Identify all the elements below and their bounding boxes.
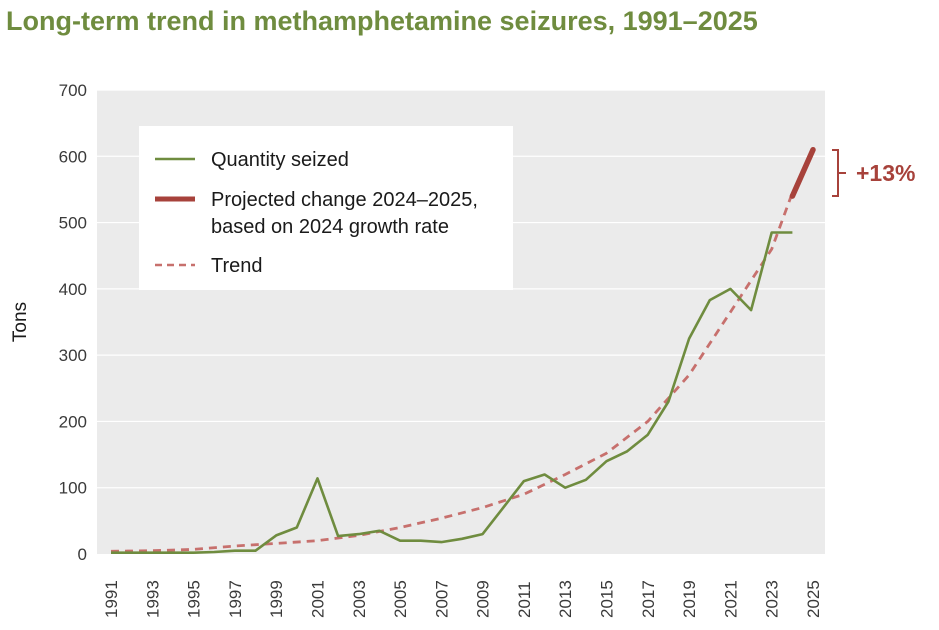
change-annotation: +13% [832, 149, 915, 197]
x-axis-ticks: 1991 1993 1995 1997 1999 2001 2003 2005 2007 2009… [102, 580, 823, 618]
legend-label-projected-2: based on 2024 growth rate [211, 216, 449, 238]
x-tick-label: 2021 [721, 580, 740, 618]
legend-label-quantity: Quantity seized [211, 149, 349, 171]
x-tick-label: 2003 [350, 580, 369, 618]
y-tick-label: 100 [59, 479, 87, 498]
series-group [110, 146, 816, 555]
y-tick-label: 600 [59, 147, 87, 166]
x-tick-label: 1999 [267, 580, 286, 618]
legend-box [139, 126, 513, 290]
x-tick-label: 2015 [598, 580, 617, 618]
series-projected-line [789, 146, 816, 199]
chart-title: Long-term trend in methamphetamine seizu… [6, 6, 758, 36]
y-tick-label: 0 [78, 545, 87, 564]
x-tick-label: 2009 [474, 580, 493, 618]
x-tick-label: 2025 [804, 580, 823, 618]
legend-label-projected-1: Projected change 2024–2025, [211, 189, 478, 211]
x-tick-label: 1993 [143, 580, 162, 618]
x-tick-label: 2011 [515, 581, 534, 618]
x-tick-label: 2007 [432, 580, 451, 618]
x-tick-label: 2013 [556, 580, 575, 618]
y-axis-ticks: 0 100 200 300 400 500 600 700 [59, 81, 87, 564]
x-tick-label: 2019 [680, 580, 699, 618]
legend-label-trend: Trend [211, 255, 263, 277]
annotation-label: +13% [856, 160, 915, 186]
y-tick-label: 700 [59, 81, 87, 100]
y-tick-label: 200 [59, 412, 87, 431]
x-tick-label: 1995 [185, 580, 204, 618]
x-tick-label: 2023 [763, 580, 782, 618]
series-quantity-line [111, 231, 793, 555]
y-tick-label: 500 [59, 214, 87, 233]
legend: Quantity seized Projected change 2024–20… [139, 126, 513, 290]
y-tick-label: 400 [59, 280, 87, 299]
annotation-bracket [832, 149, 846, 197]
series-trend-line [110, 192, 794, 553]
y-tick-label: 300 [59, 346, 87, 365]
x-tick-label: 2017 [639, 580, 658, 618]
x-tick-label: 2005 [391, 580, 410, 618]
y-axis-label: Tons [10, 302, 31, 342]
x-tick-label: 1997 [226, 580, 245, 618]
x-tick-label: 2001 [308, 580, 327, 618]
x-tick-label: 1991 [102, 580, 121, 618]
